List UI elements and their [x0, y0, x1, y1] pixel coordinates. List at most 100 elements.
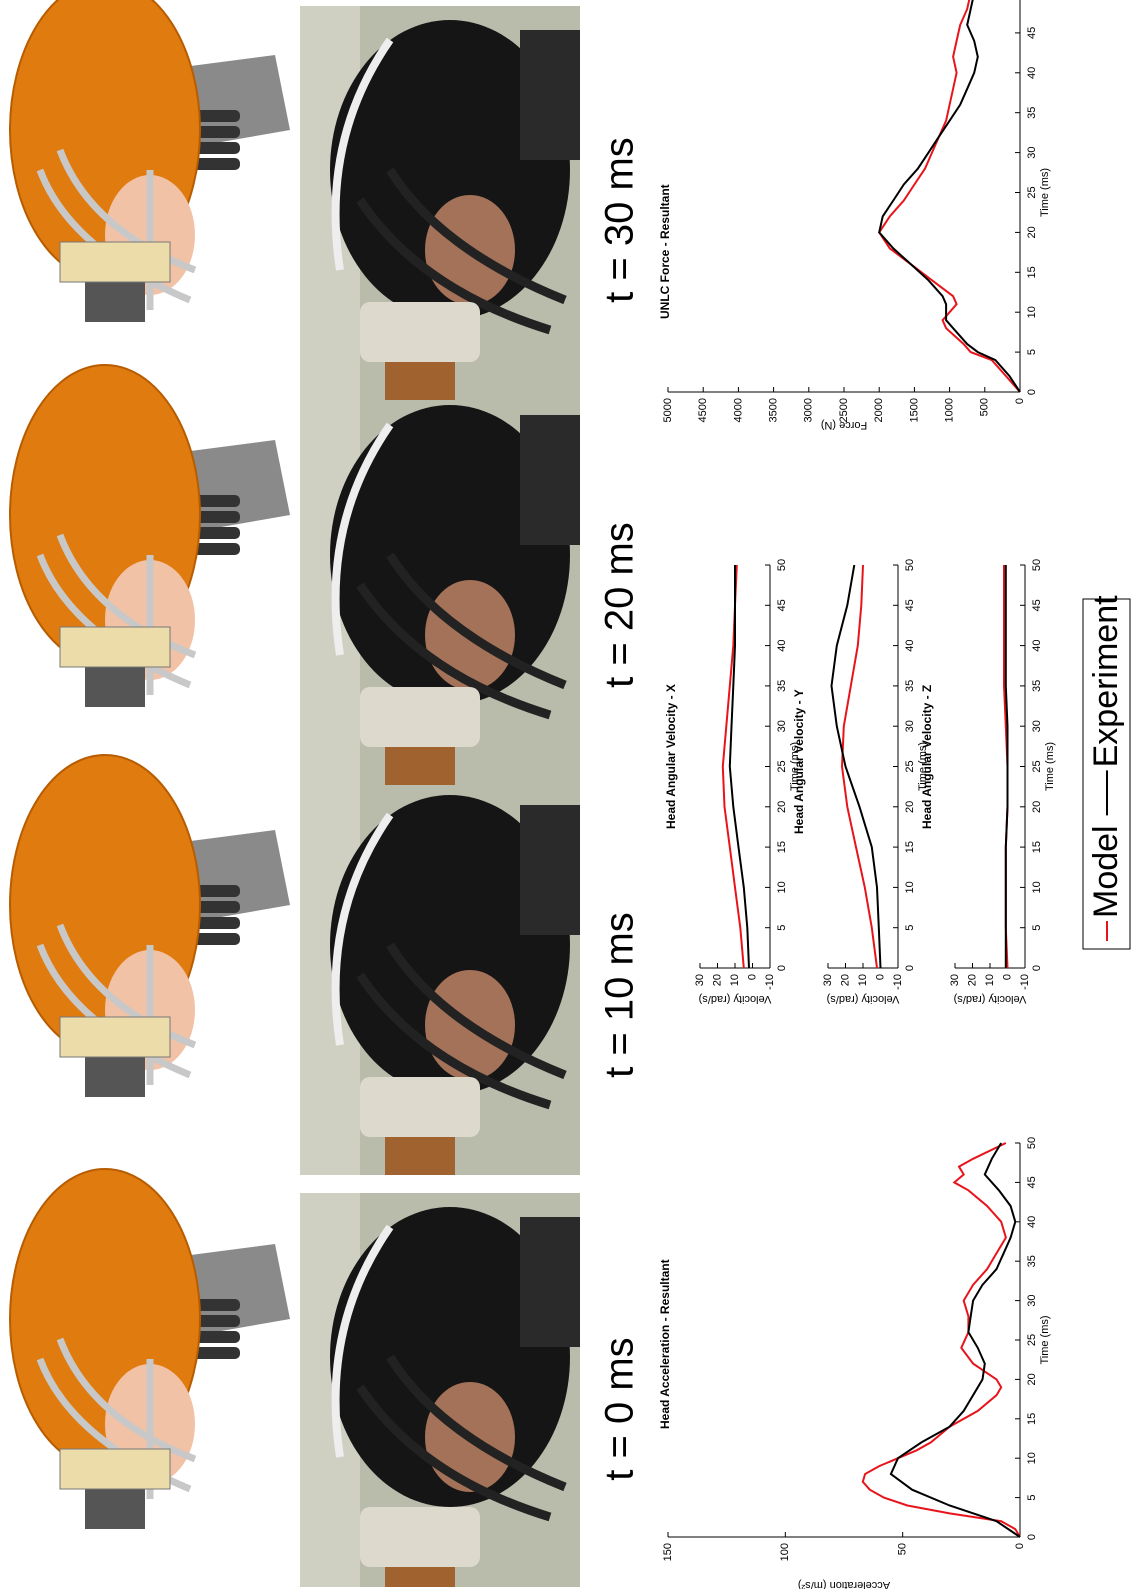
x-tick-label: 5: [1031, 925, 1043, 931]
y-tick-label: 20: [839, 974, 851, 986]
x-tick-label: 40: [1031, 639, 1043, 651]
y-axis-label: Acceleration (m/s²): [798, 1579, 890, 1589]
x-tick-label: 35: [776, 680, 788, 692]
photo-rod: [385, 1137, 455, 1175]
impactor-block: [85, 667, 145, 707]
chart-title: Head Angular Velocity - Y: [792, 689, 806, 834]
x-tick-label: 10: [1031, 881, 1043, 893]
y-tick-label: 3000: [803, 398, 815, 422]
x-tick-label: 15: [1026, 266, 1038, 278]
y-axis-label: Force (N): [821, 419, 867, 431]
x-tick-label: 25: [776, 760, 788, 772]
photo-neck: [520, 415, 580, 545]
frame-label: t = 20 ms: [598, 522, 642, 688]
x-tick-label: 40: [1026, 67, 1038, 79]
x-tick-label: 50: [1026, 1137, 1038, 1149]
x-tick-label: 35: [1026, 1255, 1038, 1267]
x-axis-label: Time (ms): [1039, 168, 1051, 217]
y-tick-label: 5000: [662, 398, 674, 422]
photo-rod: [385, 747, 455, 785]
landscape-figure: t = 0 ms t = 10 ms t = 20 ms t = 30 ms Head …: [10, 0, 1130, 1589]
y-tick-label: 10: [729, 974, 741, 986]
x-tick-label: 40: [776, 639, 788, 651]
render-panel: [10, 755, 290, 1097]
x-tick-label: 5: [1026, 349, 1038, 355]
x-tick-label: 45: [1026, 1176, 1038, 1188]
x-tick-label: 30: [776, 720, 788, 732]
photo-panel: [300, 6, 580, 400]
impactor-block: [85, 282, 145, 322]
frame-label: t = 10 ms: [598, 912, 642, 1078]
x-tick-label: 30: [1031, 720, 1043, 732]
x-tick-label: 40: [904, 639, 916, 651]
x-tick-label: 15: [1026, 1413, 1038, 1425]
impactor-pad: [60, 1449, 170, 1489]
x-tick-label: 5: [776, 925, 788, 931]
x-tick-label: 10: [904, 881, 916, 893]
chart-title: Head Acceleration - Resultant: [658, 1259, 672, 1429]
chart-title: Head Angular Velocity - X: [664, 684, 678, 829]
x-tick-label: 50: [1031, 559, 1043, 571]
x-tick-label: 15: [776, 841, 788, 853]
x-tick-label: 5: [1026, 1495, 1038, 1501]
x-tick-label: 45: [904, 599, 916, 611]
series-line: [723, 565, 744, 968]
x-tick-label: 0: [1031, 965, 1043, 971]
frame-label: t = 0 ms: [598, 1337, 642, 1480]
y-tick-label: 0: [874, 974, 886, 980]
x-tick-label: 30: [904, 720, 916, 732]
photo-panel: [300, 1193, 580, 1587]
y-tick-label: 30: [949, 974, 961, 986]
series-line: [891, 1143, 1020, 1537]
x-tick-label: 40: [1026, 1216, 1038, 1228]
y-tick-label: 2000: [873, 398, 885, 422]
x-tick-label: 45: [1031, 599, 1043, 611]
y-tick-label: 10: [857, 974, 869, 986]
y-tick-label: 100: [779, 1543, 791, 1561]
x-tick-label: 10: [1026, 1452, 1038, 1464]
y-tick-label: 500: [979, 398, 991, 416]
x-tick-label: 50: [904, 559, 916, 571]
y-tick-label: 20: [966, 974, 978, 986]
chart-title: UNLC Force - Resultant: [658, 184, 672, 319]
x-tick-label: 45: [776, 599, 788, 611]
x-tick-label: 35: [1026, 107, 1038, 119]
x-tick-label: 0: [1026, 389, 1038, 395]
photo-rod: [385, 362, 455, 400]
y-tick-label: -10: [764, 974, 776, 990]
y-tick-label: 1500: [908, 398, 920, 422]
y-tick-label: 2500: [838, 398, 850, 422]
legend-label: Experiment: [1087, 595, 1125, 768]
x-tick-label: 5: [904, 925, 916, 931]
photo-panel: [300, 391, 580, 785]
series-line: [842, 565, 877, 968]
photo-neck: [520, 805, 580, 935]
render-panel: [10, 0, 290, 322]
photo-impactor: [360, 1507, 480, 1567]
y-tick-label: 30: [694, 974, 706, 986]
x-tick-label: 0: [776, 965, 788, 971]
series-line: [1006, 565, 1008, 968]
x-tick-label: 15: [904, 841, 916, 853]
series-line: [832, 565, 881, 968]
y-axis-label: Velocity (rad/s): [827, 993, 900, 1005]
y-tick-label: 20: [711, 974, 723, 986]
x-tick-label: 30: [1026, 1294, 1038, 1306]
y-axis-label: Velocity (rad/s): [699, 993, 772, 1005]
figure: t = 0 ms t = 10 ms t = 20 ms t = 30 ms Head …: [0, 0, 1137, 1589]
photo-panel: [300, 781, 580, 1175]
y-axis-label: Velocity (rad/s): [954, 993, 1027, 1005]
x-tick-label: 25: [904, 760, 916, 772]
photo-impactor: [360, 1077, 480, 1137]
y-tick-label: -10: [1019, 974, 1031, 990]
y-tick-label: 50: [897, 1543, 909, 1555]
y-tick-label: 0: [746, 974, 758, 980]
x-tick-label: 35: [1031, 680, 1043, 692]
y-tick-label: 30: [822, 974, 834, 986]
impactor-pad: [60, 627, 170, 667]
y-tick-label: 3500: [768, 398, 780, 422]
x-axis-label: Time (ms): [1044, 742, 1056, 791]
impactor-block: [85, 1489, 145, 1529]
y-tick-label: 4500: [697, 398, 709, 422]
frame-label: t = 30 ms: [598, 137, 642, 303]
